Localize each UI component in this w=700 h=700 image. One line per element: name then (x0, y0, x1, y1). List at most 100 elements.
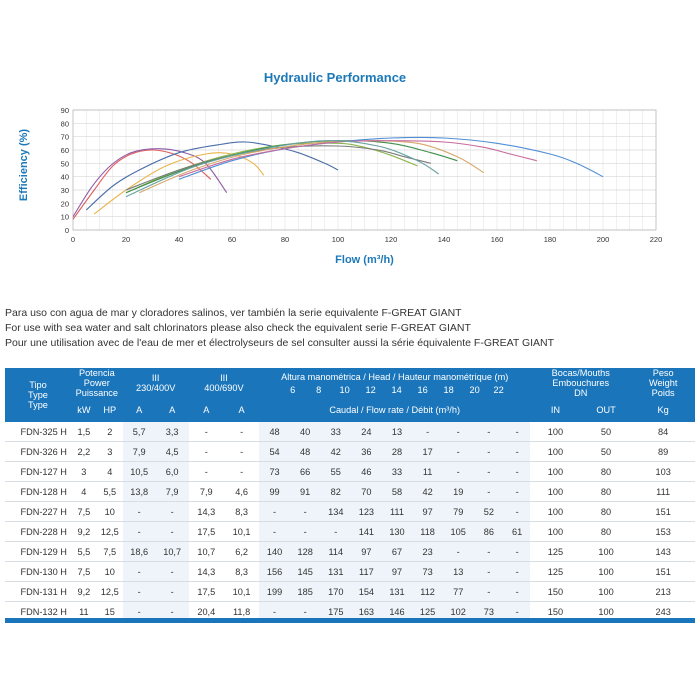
value-cell: 10,1 (223, 521, 260, 542)
value-cell: - (504, 541, 531, 562)
value-cell: 10 (96, 561, 123, 582)
note-spanish: Para uso con agua de mar y cloradores sa… (5, 307, 462, 319)
value-cell: 3 (70, 461, 97, 482)
y-tick-label: 20 (61, 199, 69, 208)
value-cell: 102 (442, 601, 474, 622)
table-row: FDN-131 H 9,2 12,5- -17,5 10,1 199 185 170 154 13… (5, 581, 695, 602)
value-cell: 97 (351, 541, 382, 562)
value-cell: 48 (259, 422, 290, 442)
note-french: Pour une utilisation avec de l'eau de me… (5, 337, 555, 349)
value-cell: 123 (351, 501, 382, 522)
value-cell: 19 (442, 481, 474, 502)
value-cell: 7,9 (122, 441, 156, 462)
head-value: 6 (290, 384, 296, 395)
value-cell: 48 (289, 441, 321, 462)
value-cell: 17,5 (188, 521, 224, 542)
y-tick-label: 40 (61, 173, 69, 182)
value-cell: 154 (351, 581, 382, 602)
value-cell: 36 (351, 441, 382, 462)
header-a-400-2: A (223, 398, 260, 422)
value-cell: 131 (381, 581, 413, 602)
value-cell: 146 (381, 601, 413, 622)
value-cell: - (289, 601, 321, 622)
value-cell: 103 (631, 461, 695, 482)
table-row: FDN-129 H 5,5 7,5 18,6 10,7 10,7 6,2 140 128 114 9… (5, 541, 695, 562)
value-cell: 8,3 (223, 561, 260, 582)
table-row: FDN-228 H 9,2 12,5- -17,5 10,1- - -141 130 118 10… (5, 521, 695, 542)
value-cell: - (504, 581, 531, 602)
value-cell: 131 (320, 561, 352, 582)
value-cell: 156 (259, 561, 290, 582)
value-cell: 4,6 (223, 481, 260, 502)
value-cell: 40 (289, 422, 321, 442)
value-cell: 140 (259, 541, 290, 562)
value-cell: 55 (320, 461, 352, 482)
value-cell: 86 (473, 521, 505, 542)
table-row: FDN-325 H 1,5 2 5,7 3,3- -48 40 33 24 13- - - -100 50… (5, 422, 695, 442)
value-cell: 199 (259, 581, 290, 602)
x-tick-label: 140 (438, 235, 451, 244)
header-mouths: Bocas/Mouths Embouchures DN (530, 368, 632, 398)
x-tick-label: 0 (71, 235, 75, 244)
value-cell: 97 (412, 501, 443, 522)
value-cell: 73 (473, 601, 505, 622)
series-line-10 (178, 140, 537, 178)
value-cell: - (504, 501, 531, 522)
value-cell: 2 (96, 422, 123, 442)
value-cell: 99 (259, 481, 290, 502)
value-cell: 80 (580, 501, 632, 522)
value-cell: 141 (351, 521, 382, 542)
series-line-7 (125, 140, 458, 194)
value-cell: 100 (530, 422, 581, 442)
value-cell: 17,5 (188, 581, 224, 602)
value-cell: 1,5 (70, 422, 97, 442)
value-cell: 100 (530, 461, 581, 482)
value-cell: 50 (580, 441, 632, 462)
table-row: FDN-132 H 11 15- -20,4 11,8- -175 163 146 125 102… (5, 601, 695, 622)
value-cell: 12,5 (96, 521, 123, 542)
value-cell: 84 (631, 422, 695, 442)
efficiency-chart: 0 10 20 30 40 50 60 70 80 90 0 20 40 60 80 100 120 140 160… (18, 106, 662, 266)
value-cell: 97 (381, 561, 413, 582)
table-body: FDN-325 H 1,5 2 5,7 3,3- -48 40 33 24 13- - - -100 50… (5, 422, 695, 622)
value-cell: 100 (580, 561, 632, 582)
value-cell: - (412, 422, 443, 442)
chart-title: Hydraulic Performance (263, 70, 407, 85)
value-cell: - (473, 422, 505, 442)
model-cell: FDN-227 H (5, 501, 71, 522)
value-cell: - (122, 561, 156, 582)
series-line-11 (125, 140, 439, 198)
value-cell: 52 (473, 501, 505, 522)
value-cell: 100 (530, 521, 581, 542)
value-cell: 66 (289, 461, 321, 482)
value-cell: 7,5 (70, 561, 97, 582)
value-cell: - (122, 521, 156, 542)
value-cell: 128 (289, 541, 321, 562)
series-line-8 (139, 140, 485, 194)
head-value: 12 (365, 384, 376, 395)
value-cell: 80 (580, 521, 632, 542)
value-cell: - (473, 461, 505, 482)
value-cell: 4,5 (155, 441, 189, 462)
y-tick-label: 90 (61, 106, 69, 115)
value-cell: - (504, 422, 531, 442)
model-cell: FDN-325 H (5, 422, 71, 442)
value-cell: - (473, 481, 505, 502)
y-tick-label: 10 (61, 213, 69, 222)
table-row: FDN-227 H 7,5 10- -14,3 8,3- -134 123 111 97 79 52… (5, 501, 695, 522)
value-cell: 13 (442, 561, 474, 582)
model-cell: FDN-131 H (5, 581, 71, 602)
header-a-230-2: A (155, 398, 189, 422)
plot-area (72, 109, 657, 231)
value-cell: 151 (631, 561, 695, 582)
value-cell: 82 (320, 481, 352, 502)
series-line-6 (125, 145, 431, 191)
head-value: 16 (417, 384, 428, 395)
value-cell: 61 (504, 521, 531, 542)
value-cell: 125 (530, 561, 581, 582)
value-cell: 213 (631, 581, 695, 602)
value-cell: 14,3 (188, 501, 224, 522)
value-cell: 150 (530, 581, 581, 602)
value-cell: 7,9 (155, 481, 189, 502)
value-cell: 153 (631, 521, 695, 542)
